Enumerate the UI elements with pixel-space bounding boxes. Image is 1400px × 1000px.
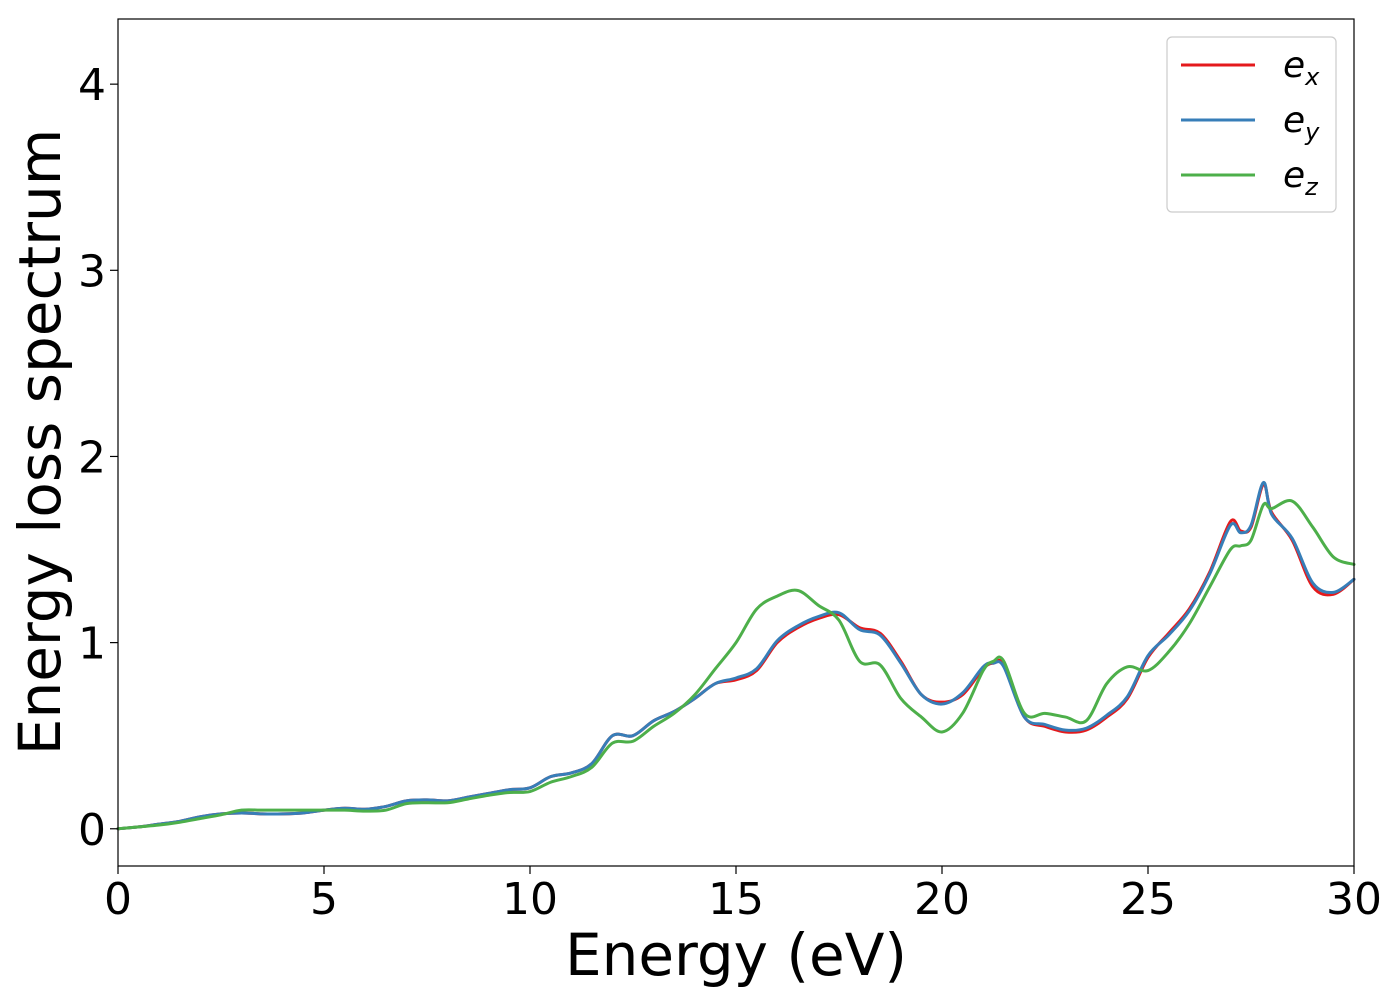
y-tick-label: 4 [78,60,106,111]
series-line-ey [116,481,1356,831]
y-tick-label: 1 [78,619,106,670]
legend: ex ey ez [1166,36,1337,213]
legend-label-ex: ex [1283,45,1320,91]
x-axis-title: Energy (eV) [565,921,907,989]
series-line-ex [116,482,1356,831]
x-tick-label: 15 [708,874,764,925]
axis-ticks: 0 5 10 15 20 25 30 0 1 2 3 4 [78,60,1382,925]
y-tick-label: 3 [78,246,106,297]
y-axis-title: Energy loss spectrum [6,129,74,755]
legend-box [1166,36,1337,213]
legend-label-ez: ez [1283,155,1319,201]
x-tick-label: 0 [104,874,132,925]
x-tick-label: 25 [1120,874,1176,925]
legend-label-ey: ey [1283,100,1320,146]
y-tick-label: 0 [78,805,106,856]
series-line-ez [116,499,1356,831]
x-tick-label: 10 [502,874,558,925]
plot-lines [116,481,1356,831]
x-tick-label: 30 [1326,874,1382,925]
x-tick-label: 20 [914,874,970,925]
x-tick-label: 5 [310,874,338,925]
y-tick-label: 2 [78,432,106,483]
